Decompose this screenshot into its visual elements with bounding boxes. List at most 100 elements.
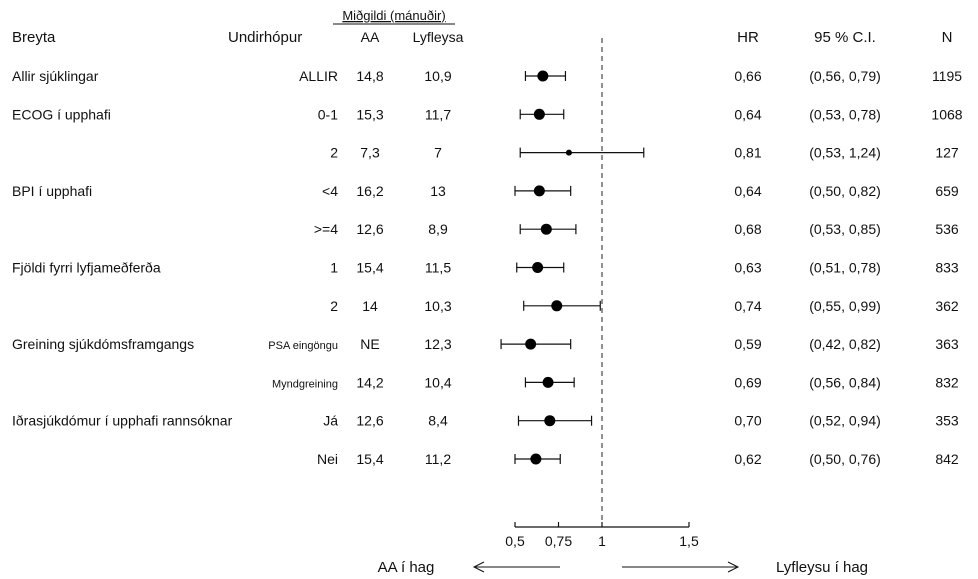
row-aa-median: 14,8	[356, 68, 383, 84]
row-aa-median: 12,6	[356, 413, 383, 429]
row-hr-value: 0,62	[734, 451, 761, 467]
right-arrow	[622, 561, 740, 573]
table-row: Nei 15,4 11,2 0,62 (0,50, 0,76) 842	[317, 451, 959, 467]
row-subgroup-label: 1	[330, 260, 338, 276]
row-variable-label: Greining sjúkdómsframgangs	[12, 336, 194, 352]
row-subgroup-label: Já	[323, 413, 338, 429]
table-row: BPI í upphafi <4 16,2 13 0,64 (0,50, 0,82) 659	[12, 183, 959, 199]
x-tick-label: 0,75	[545, 533, 572, 549]
row-placebo-median: 10,9	[424, 68, 451, 84]
hr-point	[542, 376, 554, 388]
table-row: ECOG í upphafi 0-1 15,3 11,7 0,64 (0,53, 0,78…	[12, 106, 963, 122]
row-hr-value: 0,66	[734, 68, 761, 84]
row-aa-median: 14,2	[356, 374, 383, 390]
row-subgroup-label: Myndgreining	[272, 378, 338, 390]
row-hr-value: 0,70	[734, 413, 761, 429]
row-n-value: 363	[935, 336, 959, 352]
row-n-value: 832	[935, 374, 959, 390]
row-subgroup-label: <4	[322, 183, 338, 199]
median-group-label: Miðgildi (mánuðir)	[342, 8, 445, 23]
row-placebo-median: 8,4	[428, 413, 448, 429]
row-ci-value: (0,52, 0,94)	[809, 413, 881, 429]
row-n-value: 659	[935, 183, 959, 199]
row-n-value: 353	[935, 413, 959, 429]
row-placebo-median: 11,2	[425, 451, 451, 467]
row-hr-value: 0,59	[734, 336, 761, 352]
rows-layer: Allir sjúklingar ALLIR 14,8 10,9 0,66 (0,56, …	[12, 68, 963, 467]
table-row: 2 7,3 7 0,81 (0,53, 1,24) 127	[330, 145, 959, 161]
row-aa-median: NE	[360, 336, 379, 352]
row-ci-value: (0,56, 0,79)	[809, 68, 881, 84]
row-n-value: 1068	[931, 106, 962, 122]
row-placebo-median: 12,3	[424, 336, 451, 352]
row-ci-value: (0,55, 0,99)	[809, 298, 881, 314]
table-row: Fjöldi fyrri lyfjameðferða 1 15,4 11,5 0,63 (…	[12, 260, 959, 276]
col-header-variable: Breyta	[12, 29, 56, 46]
row-ci-value: (0,53, 0,78)	[809, 106, 881, 122]
row-placebo-median: 10,4	[424, 374, 451, 390]
row-placebo-median: 8,9	[428, 221, 448, 237]
row-subgroup-label: 2	[330, 145, 338, 161]
table-row: Greining sjúkdómsframgangs PSA eingöngu NE…	[12, 336, 959, 352]
hr-point	[551, 300, 563, 312]
col-header-hr: HR	[737, 29, 759, 46]
row-n-value: 127	[935, 145, 959, 161]
row-hr-value: 0,64	[734, 106, 761, 122]
row-ci-value: (0,53, 0,85)	[809, 221, 881, 237]
row-placebo-median: 10,3	[424, 298, 451, 314]
hr-point	[537, 70, 549, 82]
row-ci-value: (0,56, 0,84)	[809, 374, 881, 390]
row-ci-value: (0,50, 0,76)	[809, 451, 881, 467]
col-header-placebo: Lyfleysa	[413, 29, 464, 45]
row-aa-median: 7,3	[360, 145, 380, 161]
table-row: 2 14 10,3 0,74 (0,55, 0,99) 362	[330, 298, 959, 314]
row-ci-value: (0,50, 0,82)	[809, 183, 881, 199]
x-axis: 0,5 0,75 1 1,5	[505, 522, 699, 549]
x-tick-label: 0,5	[505, 533, 525, 549]
hr-point	[533, 185, 545, 197]
hr-point	[532, 262, 544, 273]
row-hr-value: 0,81	[734, 145, 761, 161]
row-hr-value: 0,74	[734, 298, 761, 314]
row-variable-label: Iðrasjúkdómur í upphafi rannsóknar	[12, 413, 233, 429]
row-subgroup-label: >=4	[314, 221, 338, 237]
row-subgroup-label: Nei	[317, 451, 338, 467]
hr-point	[530, 453, 542, 465]
row-subgroup-label: ALLIR	[299, 68, 338, 84]
row-variable-label: ECOG í upphafi	[12, 106, 111, 122]
hr-point	[525, 338, 537, 350]
row-aa-median: 15,4	[356, 260, 383, 276]
hr-point	[533, 108, 545, 120]
row-placebo-median: 11,5	[425, 260, 451, 276]
row-ci-value: (0,42, 0,82)	[809, 336, 881, 352]
row-hr-value: 0,64	[734, 183, 761, 199]
row-variable-label: Fjöldi fyrri lyfjameðferða	[12, 260, 161, 276]
row-hr-value: 0,69	[734, 374, 761, 390]
col-header-n: N	[942, 29, 953, 46]
row-subgroup-label: 0-1	[318, 106, 338, 122]
table-row: Iðrasjúkdómur í upphafi rannsóknar Já 12,6…	[12, 413, 959, 429]
col-header-ci: 95 % C.I.	[814, 29, 876, 46]
row-n-value: 1195	[932, 68, 962, 84]
row-aa-median: 12,6	[356, 221, 383, 237]
row-hr-value: 0,63	[734, 260, 761, 276]
row-n-value: 362	[935, 298, 959, 314]
row-placebo-median: 7	[434, 145, 442, 161]
row-subgroup-label: 2	[330, 298, 338, 314]
row-subgroup-label: PSA eingöngu	[268, 340, 338, 352]
favors-placebo-label: Lyfleysu í hag	[776, 559, 868, 576]
x-tick-label: 1	[598, 533, 606, 549]
hr-point	[565, 149, 572, 156]
row-aa-median: 14	[362, 298, 378, 314]
row-ci-value: (0,51, 0,78)	[809, 260, 881, 276]
row-n-value: 842	[935, 451, 959, 467]
table-row: >=4 12,6 8,9 0,68 (0,53, 0,85) 536	[314, 221, 959, 237]
table-row: Allir sjúklingar ALLIR 14,8 10,9 0,66 (0,56, …	[12, 68, 962, 84]
x-tick-label: 1,5	[679, 533, 699, 549]
row-n-value: 536	[935, 221, 959, 237]
hr-point	[544, 415, 556, 427]
row-placebo-median: 11,7	[425, 106, 451, 122]
favors-aa-label: AA í hag	[378, 559, 435, 576]
row-n-value: 833	[935, 260, 959, 276]
